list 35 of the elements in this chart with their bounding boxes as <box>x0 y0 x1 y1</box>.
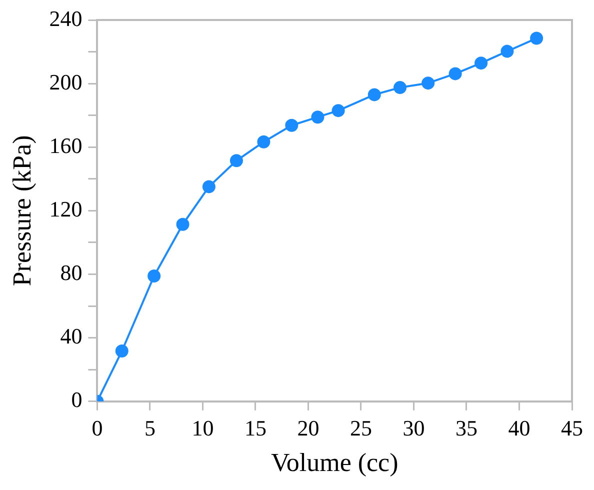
y-tick-label: 40 <box>60 324 82 349</box>
x-axis-title: Volume (cc) <box>270 448 398 478</box>
x-tick-label: 40 <box>508 415 530 440</box>
y-tick-label: 240 <box>49 6 82 31</box>
y-tick-label: 120 <box>49 196 82 222</box>
point <box>448 67 462 80</box>
point <box>474 56 488 70</box>
x-tick-label: 35 <box>455 415 478 440</box>
x-tick-label: 30 <box>402 415 425 440</box>
point <box>500 44 514 58</box>
point <box>148 270 161 283</box>
y-tick-label: 0 <box>71 387 82 412</box>
x-tick-label: 15 <box>244 415 266 440</box>
y-tick-label: 160 <box>49 132 82 158</box>
y-tick-label: 200 <box>49 69 82 94</box>
point <box>115 344 128 358</box>
point <box>202 180 216 194</box>
point <box>332 104 345 118</box>
point <box>230 154 243 168</box>
x-tick-label: 25 <box>350 415 372 440</box>
y-tick-label: 80 <box>60 260 82 286</box>
point <box>422 76 435 90</box>
point <box>176 218 190 231</box>
y-axis-title: Pressure (kPa) <box>7 135 36 286</box>
point <box>311 110 324 124</box>
x-tick-label: 10 <box>192 415 214 440</box>
point <box>368 88 381 102</box>
x-tick-label: 45 <box>561 415 583 440</box>
point <box>257 135 270 148</box>
point <box>530 32 544 45</box>
x-tick-label: 0 <box>92 415 103 440</box>
x-tick-label: 20 <box>297 415 320 440</box>
point <box>394 81 407 94</box>
point <box>285 118 298 132</box>
x-tick-label: 5 <box>144 415 156 440</box>
